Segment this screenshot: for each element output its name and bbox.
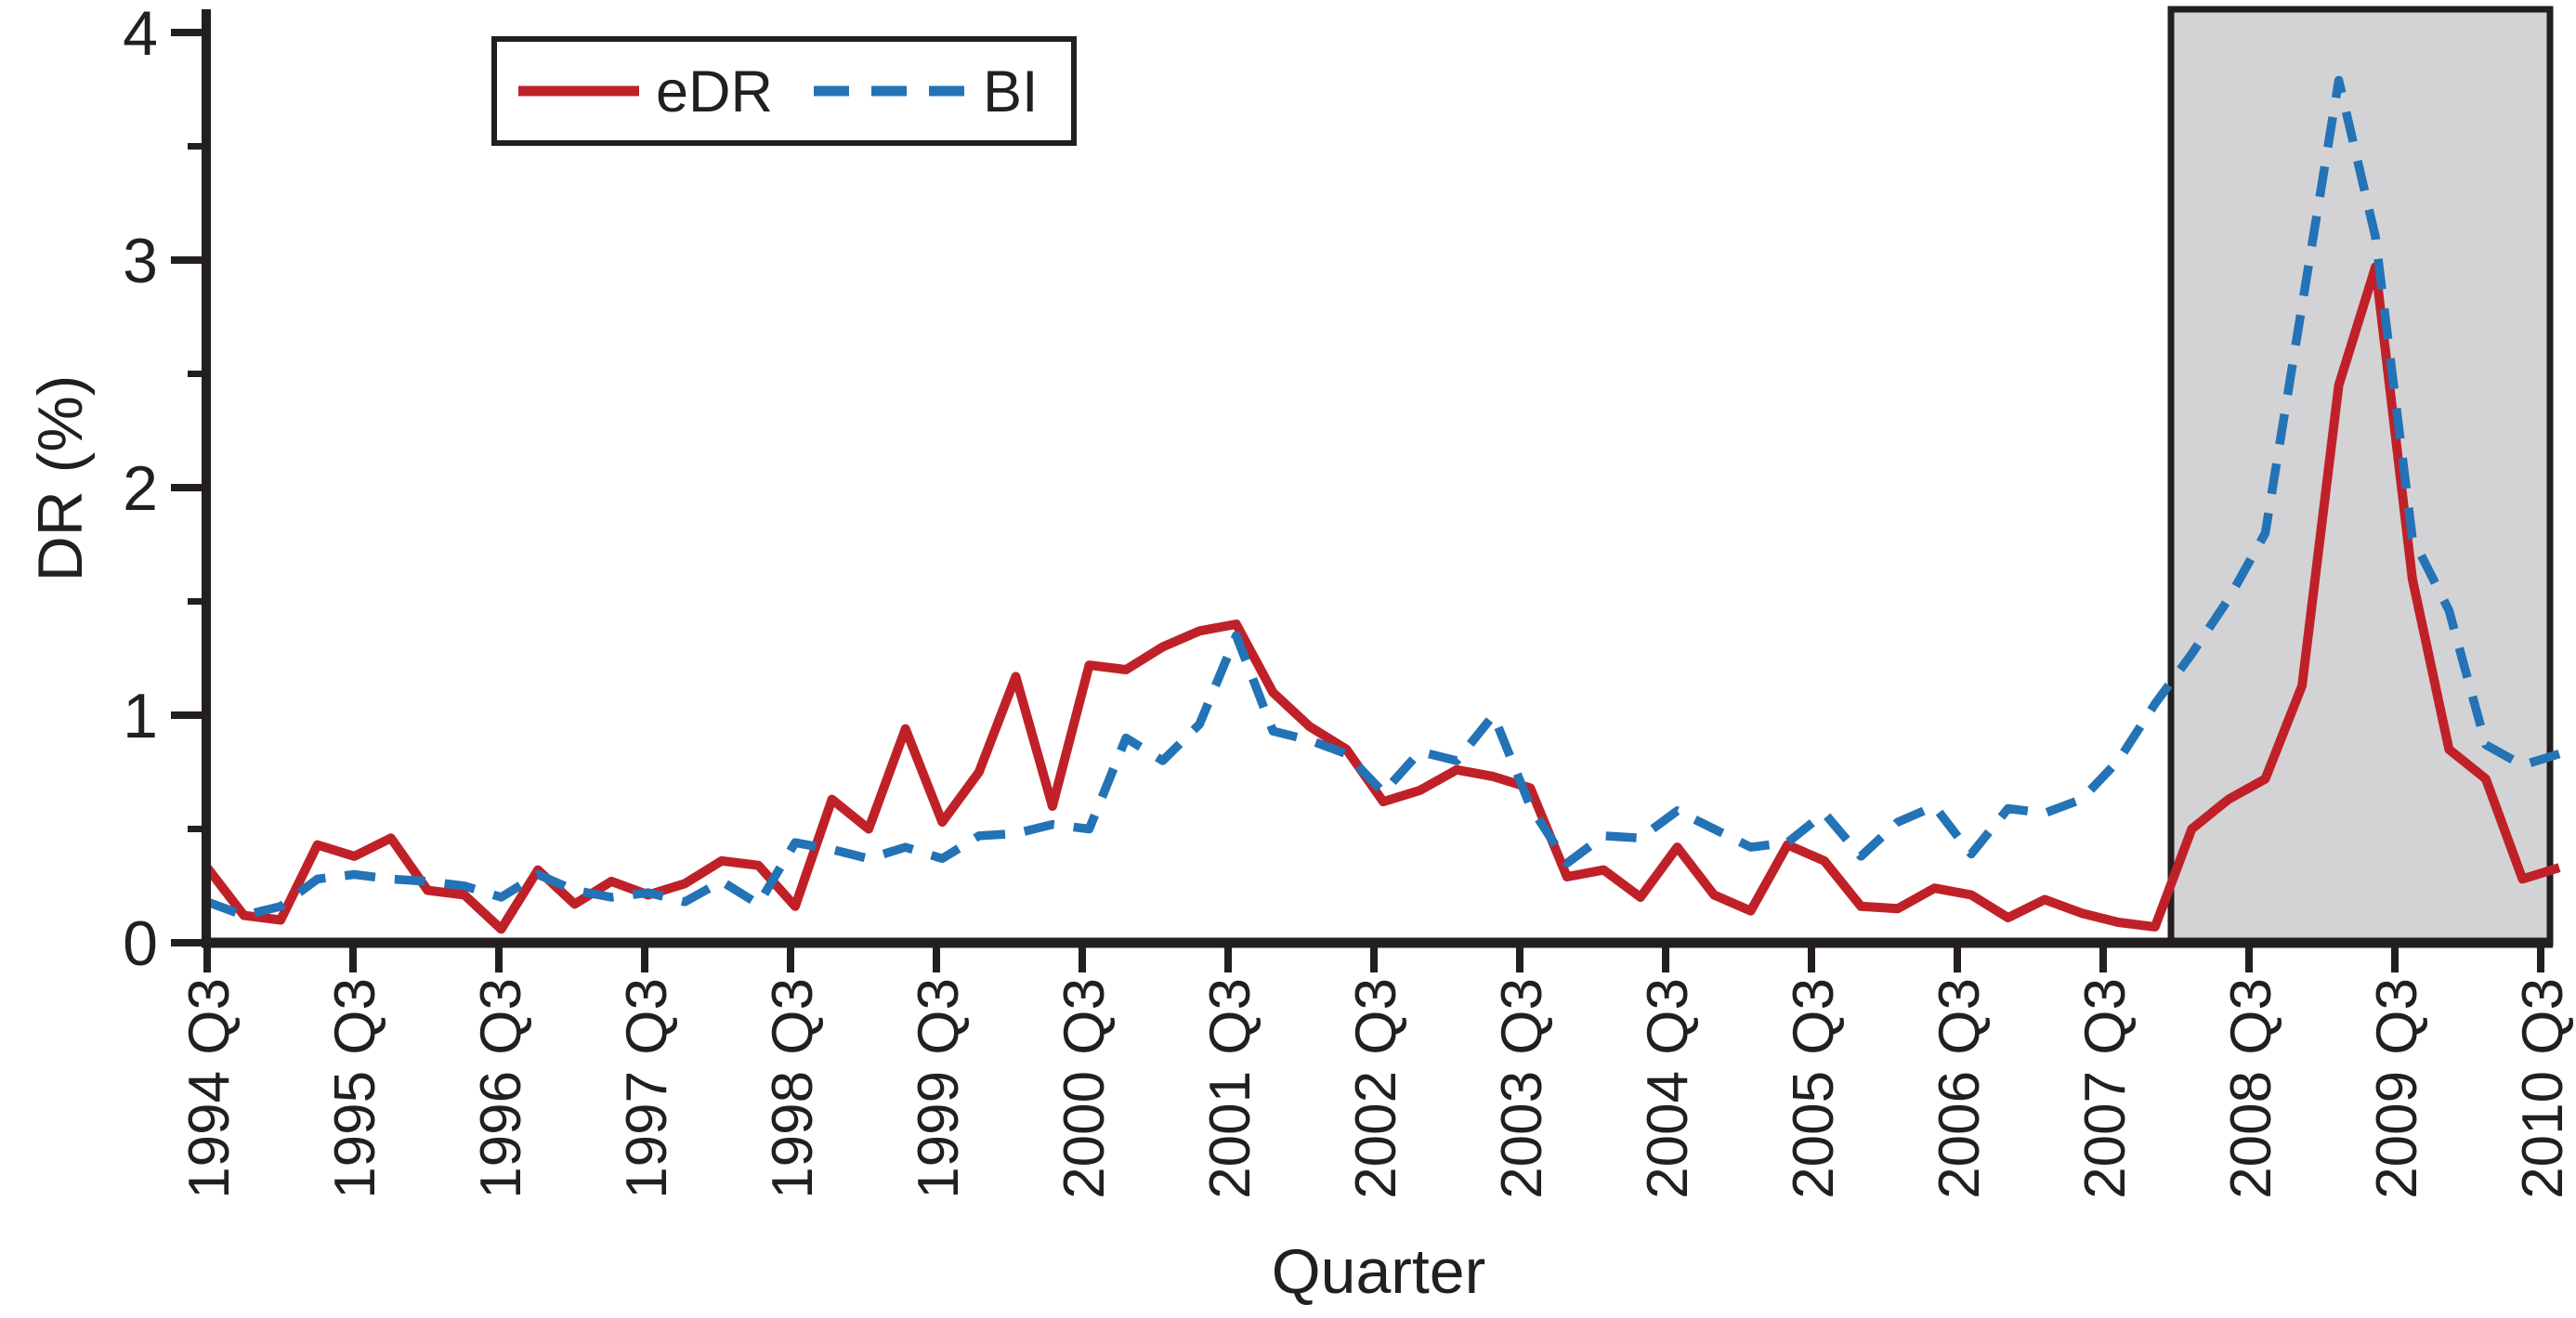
x-tick-label: 2007 Q3 [2073,978,2138,1199]
x-tick-label: 2004 Q3 [1636,978,1700,1199]
x-tick-label: 1999 Q3 [907,978,971,1199]
legend: eDR BI [491,36,1077,146]
y-axis-ticks: 0 1 2 3 4 [123,0,207,979]
x-tick-label: 2003 Q3 [1490,978,1554,1199]
x-tick-label: 2010 Q3 [2511,978,2575,1199]
x-tick-label: 2005 Q3 [1782,978,1846,1199]
y-tick-label: 3 [123,226,158,296]
x-tick-label: 2008 Q3 [2219,978,2283,1199]
x-tick-label: 1997 Q3 [615,978,679,1199]
y-tick-label: 0 [123,908,158,979]
x-tick-label: 2001 Q3 [1198,978,1262,1199]
series-line-edr [203,262,2561,934]
x-tick-label: 2006 Q3 [1928,978,1992,1199]
series-line-bi [205,75,2561,920]
y-tick-label: 4 [123,0,158,69]
x-tick-label: 2009 Q3 [2365,978,2429,1199]
x-tick-label: 1998 Q3 [761,978,825,1199]
legend-label-bi: BI [983,59,1039,124]
y-tick-label: 1 [123,681,158,751]
axes [202,9,2553,948]
data-series [203,75,2561,934]
x-tick-label: 1995 Q3 [323,978,387,1199]
legend-label-edr: eDR [656,59,773,124]
x-tick-label: 1996 Q3 [469,978,533,1199]
x-axis-ticks: 1994 Q3 1995 Q3 1996 Q3 1997 Q3 1998 Q3 1999 … [177,943,2575,1199]
y-tick-label: 2 [123,453,158,524]
x-tick-label: 2002 Q3 [1344,978,1408,1199]
y-axis-title: DR (%) [25,375,96,582]
x-tick-label: 2000 Q3 [1053,978,1117,1199]
x-tick-label: 1994 Q3 [177,978,242,1199]
x-axis-title: Quarter [1272,1236,1486,1307]
